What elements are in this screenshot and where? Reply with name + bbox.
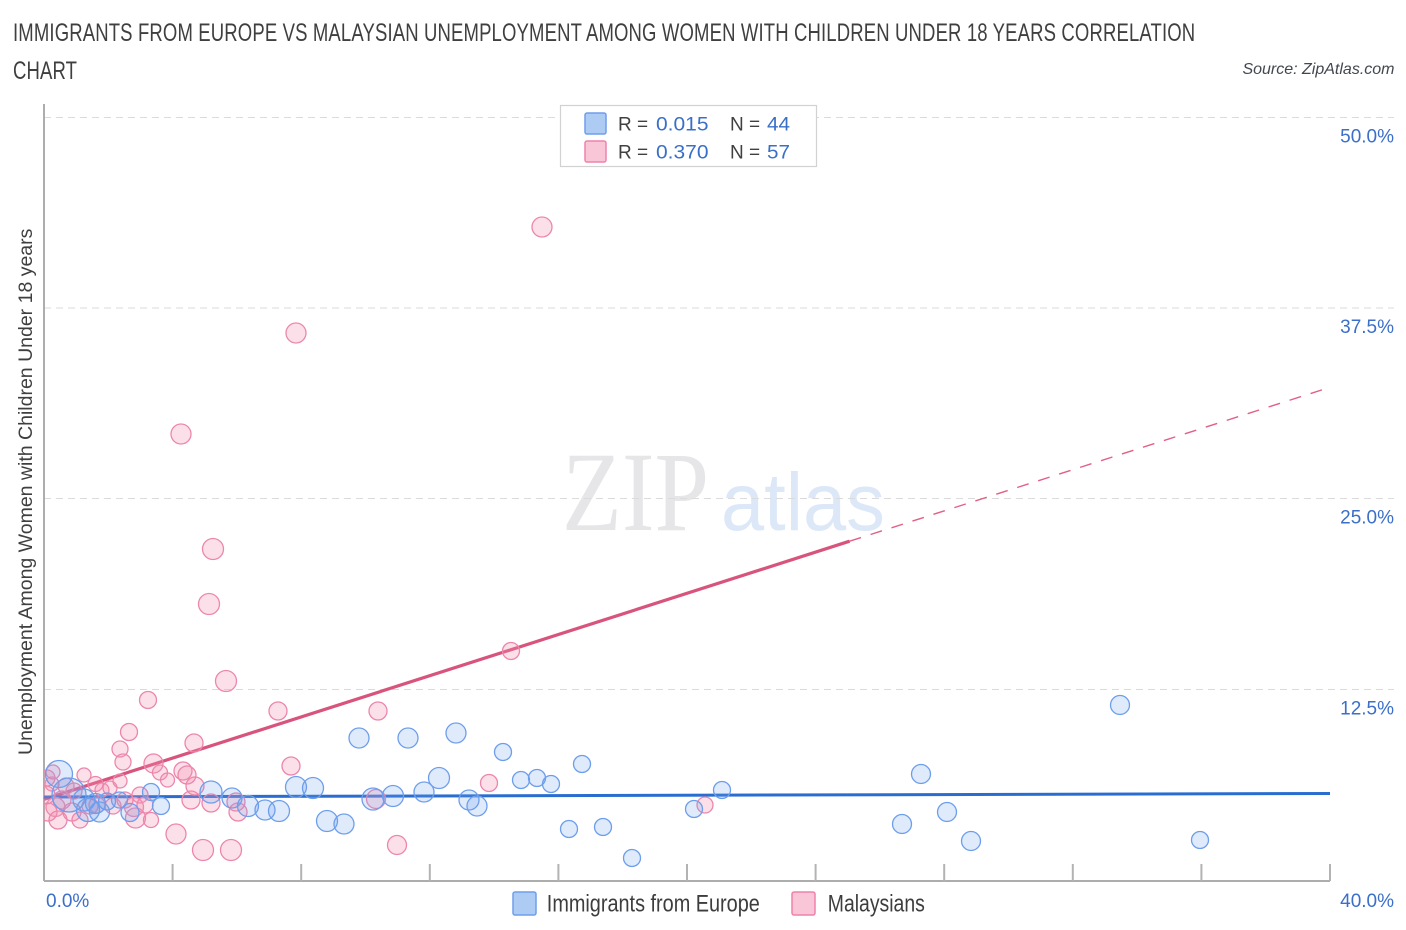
svg-text:40.0%: 40.0%: [1340, 891, 1394, 912]
svg-text:50.0%: 50.0%: [1340, 127, 1394, 148]
svg-text:ZIP: ZIP: [562, 430, 709, 555]
svg-text:0.0%: 0.0%: [46, 891, 89, 912]
svg-text:Immigrants from Europe: Immigrants from Europe: [547, 891, 760, 918]
svg-text:0.015: 0.015: [656, 115, 709, 136]
svg-text:37.5%: 37.5%: [1340, 317, 1394, 338]
svg-text:57: 57: [767, 143, 790, 164]
svg-text:Malaysians: Malaysians: [828, 891, 925, 918]
svg-text:N =: N =: [730, 115, 760, 136]
svg-text:N =: N =: [730, 143, 760, 164]
svg-text:25.0%: 25.0%: [1340, 508, 1394, 529]
svg-text:atlas: atlas: [721, 457, 885, 548]
svg-text:R =: R =: [618, 143, 648, 164]
svg-text:R =: R =: [618, 115, 648, 136]
svg-text:12.5%: 12.5%: [1340, 699, 1394, 720]
svg-text:0.370: 0.370: [656, 143, 709, 164]
svg-text:44: 44: [767, 115, 790, 136]
